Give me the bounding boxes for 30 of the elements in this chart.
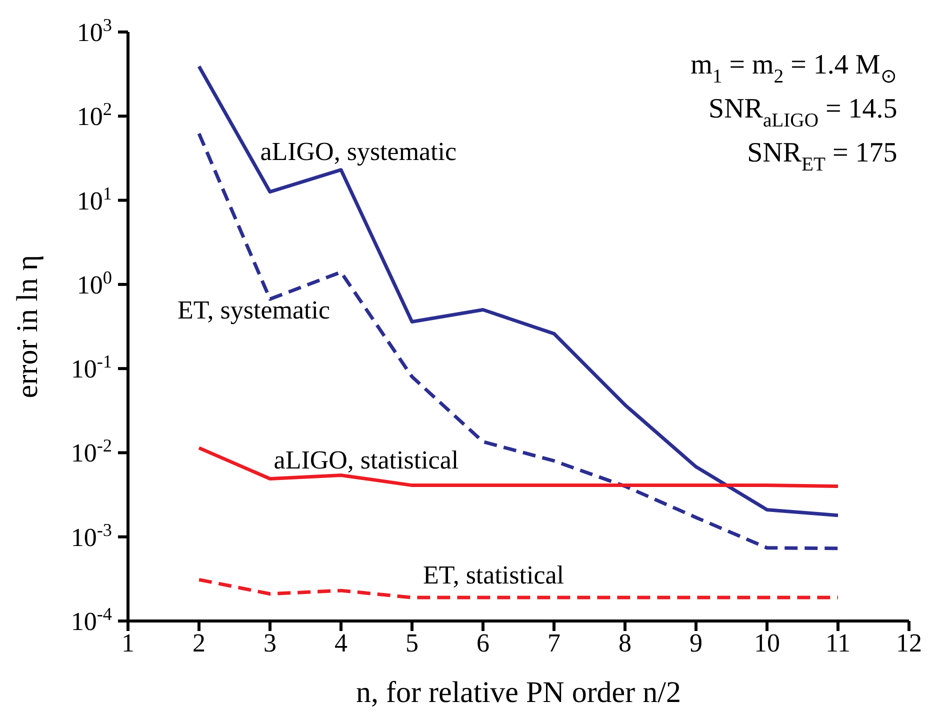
- x-tick-label: 10: [754, 628, 780, 658]
- x-axis-title: n, for relative PN order n/2: [356, 676, 681, 709]
- annotation: m$_{1}$ = m$_{2}$ = 1.4 M$_{⊙}$: [690, 50, 898, 88]
- annotation: ET, systematic: [177, 295, 330, 324]
- y-tick-label: 10$^{-3}$: [70, 520, 112, 552]
- x-tick-label: 9: [690, 628, 702, 658]
- y-tick-label: 10$^{1}$: [76, 183, 112, 216]
- line-series: [197, 446, 840, 488]
- annotation: aLIGO, systematic: [260, 136, 457, 166]
- x-tick-label: 5: [406, 628, 418, 658]
- y-axis-title: error in ln η: [10, 254, 44, 398]
- x-tick-label: 7: [548, 628, 560, 658]
- annotation: SNR$_{ET}$ = 175: [747, 138, 898, 176]
- y-tick-label: 10$^{3}$: [76, 15, 112, 47]
- y-tick-label: 10$^{-1}$: [70, 352, 112, 384]
- x-tick-label: 12: [896, 628, 922, 658]
- y-tick-label: 10$^{-2}$: [70, 436, 112, 468]
- annotation: ET, statistical: [422, 560, 564, 590]
- y-tick-label: 10$^{2}$: [76, 99, 112, 132]
- x-tick-label: 4: [334, 628, 348, 658]
- x-tick-label: 11: [825, 628, 851, 658]
- x-tick-label: 2: [192, 628, 206, 658]
- x-tick-label: 8: [618, 628, 632, 658]
- y-tick-label: 10$^{0}$: [76, 267, 112, 300]
- x-tick-label: 1: [122, 628, 134, 658]
- annotation: SNR$_{aLIGO}$ = 14.5: [708, 94, 898, 132]
- x-tick-label: 3: [264, 628, 276, 658]
- annotation: aLIGO, statistical: [274, 446, 459, 475]
- x-tick-label: 6: [476, 628, 490, 658]
- y-tick-label: 10$^{-4}$: [70, 604, 112, 636]
